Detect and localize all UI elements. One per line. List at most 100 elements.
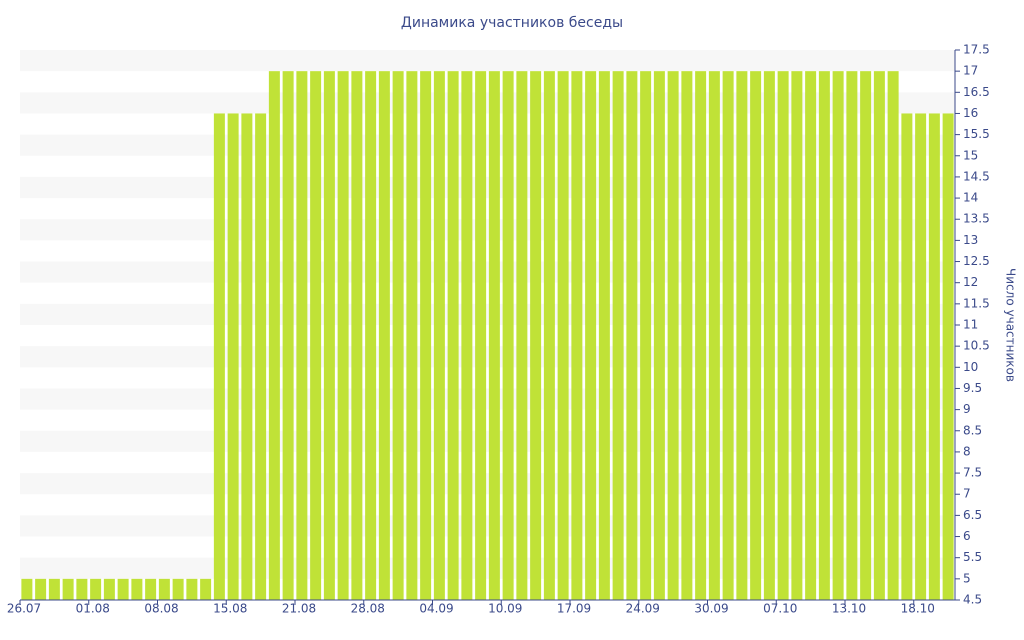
grid-band	[20, 219, 955, 241]
bar	[172, 578, 184, 600]
bar	[117, 578, 129, 600]
bar	[612, 71, 624, 600]
x-tick-label: 28.08	[351, 602, 385, 616]
bar	[296, 71, 308, 600]
bar	[928, 113, 940, 600]
bar	[420, 71, 432, 600]
y-tick-label: 17	[963, 64, 978, 78]
grid-band	[20, 515, 955, 537]
chart-title: Динамика участников беседы	[401, 15, 623, 31]
bar	[530, 71, 542, 600]
bar	[378, 71, 390, 600]
y-tick-label: 11.5	[963, 296, 990, 310]
bar	[241, 113, 253, 600]
grid-band	[20, 473, 955, 495]
x-tick-label: 15.08	[213, 602, 247, 616]
bar	[48, 578, 60, 600]
bar	[805, 71, 817, 600]
x-tick-label: 13.10	[832, 602, 866, 616]
bar	[502, 71, 514, 600]
y-tick-label: 13.5	[963, 212, 990, 226]
bar	[708, 71, 720, 600]
grid-band	[20, 92, 955, 114]
bar	[640, 71, 652, 600]
bar	[255, 113, 267, 600]
bar	[873, 71, 885, 600]
y-tick-label: 14.5	[963, 169, 990, 183]
y-tick-label: 15	[963, 148, 978, 162]
bar	[268, 71, 280, 600]
y-tick-label: 11	[963, 318, 978, 332]
bar	[461, 71, 473, 600]
grid-band	[20, 430, 955, 452]
bar	[392, 71, 404, 600]
y-tick-label: 8.5	[963, 423, 982, 437]
bar	[337, 71, 349, 600]
y-tick-label: 8	[963, 444, 971, 458]
bar	[887, 71, 899, 600]
y-tick-label: 16	[963, 106, 978, 120]
bar	[282, 71, 294, 600]
grid-band	[20, 176, 955, 199]
y-tick-label: 16.5	[963, 85, 990, 99]
bar	[35, 578, 47, 600]
bar	[736, 71, 748, 600]
x-tick-label: 07.10	[763, 602, 797, 616]
bar	[516, 71, 528, 600]
bar	[681, 71, 693, 600]
bar	[488, 71, 500, 600]
bar	[722, 71, 734, 600]
grid-band	[20, 303, 955, 325]
bar	[145, 578, 157, 600]
bar	[626, 71, 638, 600]
bar	[846, 71, 858, 600]
bar	[351, 71, 363, 600]
bar	[901, 113, 913, 600]
bar	[571, 71, 583, 600]
bar	[598, 71, 610, 600]
bar	[695, 71, 707, 600]
bar	[763, 71, 775, 600]
bar	[942, 113, 954, 600]
y-tick-label: 13	[963, 233, 978, 247]
y-tick-label: 9.5	[963, 381, 982, 395]
grid-band	[20, 261, 955, 283]
bar	[227, 113, 239, 600]
y-tick-label: 7	[963, 487, 971, 501]
bar	[557, 71, 569, 600]
bar	[76, 578, 88, 600]
y-tick-label: 12	[963, 275, 978, 289]
grid-band	[20, 134, 955, 156]
bar	[475, 71, 487, 600]
bar	[653, 71, 665, 600]
bar	[750, 71, 762, 600]
x-tick-label: 18.10	[901, 602, 935, 616]
bar	[777, 71, 789, 600]
bar	[860, 71, 872, 600]
bar	[310, 71, 322, 600]
x-tick-label: 08.08	[144, 602, 178, 616]
grid-band	[20, 50, 955, 72]
bar	[131, 578, 143, 600]
grid-band	[20, 346, 955, 368]
bar	[832, 71, 844, 600]
y-tick-label: 6.5	[963, 508, 982, 522]
bar	[447, 71, 459, 600]
bar	[915, 113, 927, 600]
y-tick-label: 12.5	[963, 254, 990, 268]
bar	[213, 113, 225, 600]
bar	[90, 578, 102, 600]
y-tick-label: 4.5	[963, 593, 982, 607]
bar	[406, 71, 418, 600]
y-tick-label: 17.5	[963, 43, 990, 57]
bar	[543, 71, 555, 600]
bar	[186, 578, 198, 600]
bar	[103, 578, 115, 600]
bar	[323, 71, 335, 600]
grid-band	[20, 557, 955, 579]
x-tick-label: 01.08	[76, 602, 110, 616]
y-tick-label: 9	[963, 402, 971, 416]
y-tick-label: 15.5	[963, 127, 990, 141]
y-tick-label: 7.5	[963, 466, 982, 480]
